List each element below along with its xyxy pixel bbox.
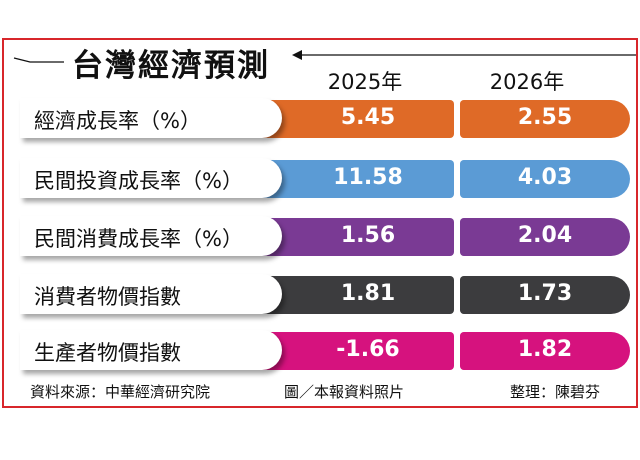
forecast-row: 經濟成長率（%） 5.45 2.55 <box>20 98 630 138</box>
value-2025: 1.56 <box>340 223 396 248</box>
value-2026: 2.04 <box>517 223 573 248</box>
row-label: 生產者物價指數 <box>34 341 181 365</box>
footer-editor: 整理：陳碧芬 <box>510 383 601 401</box>
value-2025: 5.45 <box>340 105 396 130</box>
value-2025: 11.58 <box>333 165 403 190</box>
title-decoration <box>13 50 636 63</box>
forecast-row: 民間投資成長率（%） 11.58 4.03 <box>20 158 630 198</box>
page-title: 台灣經濟預測 <box>72 48 270 84</box>
column-header-2026: 2026年 <box>489 70 565 94</box>
value-2026: 1.82 <box>517 337 573 362</box>
row-label-pill: 消費者物價指數 <box>20 274 282 314</box>
value-2025: 1.81 <box>340 281 396 306</box>
forecast-row: 生產者物價指數 -1.66 1.82 <box>20 330 630 370</box>
bar-2026 <box>460 332 630 370</box>
bar-2026 <box>460 100 630 138</box>
forecast-row: 消費者物價指數 1.81 1.73 <box>20 274 630 314</box>
column-header-2025: 2025年 <box>327 70 403 94</box>
value-2025: -1.66 <box>336 337 400 362</box>
value-2026: 4.03 <box>517 165 573 190</box>
row-label: 消費者物價指數 <box>34 285 181 309</box>
value-2026: 1.73 <box>517 281 573 306</box>
bar-2026 <box>460 160 630 198</box>
bar-2026 <box>460 218 630 256</box>
row-label: 經濟成長率（%） <box>34 109 201 133</box>
row-label: 民間投資成長率（%） <box>34 169 243 193</box>
forecast-row: 民間消費成長率（%） 1.56 2.04 <box>20 216 630 256</box>
footer-credit: 圖／本報資料照片 <box>284 383 405 401</box>
title-arrow-icon <box>292 50 302 60</box>
row-label-pill: 民間投資成長率（%） <box>20 158 282 198</box>
row-label-pill: 民間消費成長率（%） <box>20 216 282 256</box>
value-2026: 2.55 <box>517 105 573 130</box>
row-label-pill: 生產者物價指數 <box>20 330 282 370</box>
title-left-line <box>13 57 64 63</box>
bar-2026 <box>460 276 630 314</box>
footer-source: 資料來源：中華經濟研究院 <box>30 383 211 401</box>
row-label-pill: 經濟成長率（%） <box>20 98 282 138</box>
row-label: 民間消費成長率（%） <box>34 227 243 251</box>
